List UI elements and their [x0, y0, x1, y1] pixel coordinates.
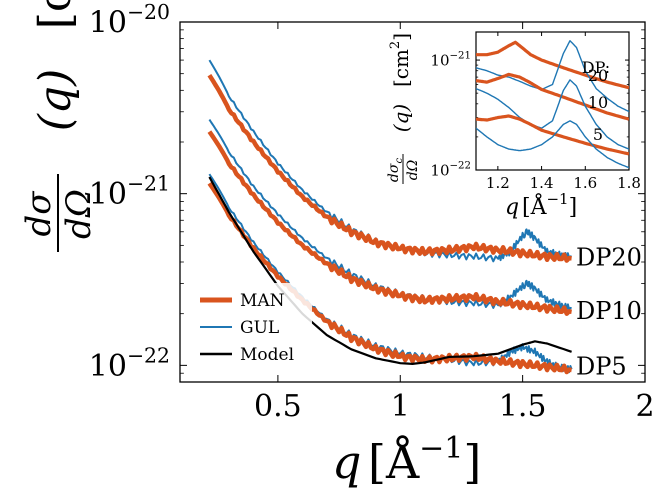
- series-label-dp10: DP10: [576, 297, 642, 325]
- plot-frame: [179, 21, 646, 383]
- main-x-tick-label-1-5: 1.5: [499, 389, 547, 424]
- inset-x-label-q: q: [505, 195, 519, 220]
- main-x-tick-label-2: 2: [635, 389, 654, 424]
- main-series-man-dp10: [207, 130, 572, 316]
- inset-series-group: [476, 40, 629, 169]
- main-y-tick-label-1: 10−21: [89, 172, 170, 213]
- inset-x-tick-label-1-6: 1.6: [573, 174, 597, 192]
- inset-y-label-dsigma: dσc: [386, 158, 405, 183]
- inset-y-label-domega: dΩ: [405, 159, 421, 180]
- inset-x-tick-label-1-8: 1.8: [617, 174, 641, 192]
- inset: 1.2 1.4 1.6 1.8 10−22 10−21 20 10 5 dσc dΩ (q) […: [386, 31, 641, 220]
- main-x-tick-label-1: 1: [391, 389, 410, 424]
- x-axis-label-q: q: [332, 435, 361, 489]
- inset-series-gul-10: [476, 79, 629, 150]
- series-label-dp5: DP5: [576, 352, 627, 380]
- main-y-tick-label-2: 10−20: [89, 0, 170, 41]
- x-axis-label: q [Å−1]: [332, 431, 481, 489]
- legend-model-label: Model: [240, 345, 294, 365]
- legend-man-label: MAN: [240, 291, 285, 311]
- main-series-man-dp20: [207, 73, 572, 263]
- inset-x-label: q [Å−1]: [505, 190, 577, 220]
- y-axis-label: dσ dΩ (q) [cm2]: [19, 0, 99, 252]
- inset-y-tick-label-1: 10−21: [430, 51, 471, 70]
- series-label-dp20: DP20: [576, 244, 642, 272]
- legend: MAN GUL Model: [196, 283, 312, 369]
- y-axis-label-rest: (q): [30, 69, 81, 132]
- main-y-tick-label-0: 10−22: [89, 343, 170, 384]
- inset-y-label: dσc dΩ (q) [cm2]: [386, 33, 421, 184]
- y-axis-label-units: [cm2]: [28, 0, 81, 29]
- inset-x-tick-label-1-4: 1.4: [530, 174, 554, 192]
- inset-plot: 1.2 1.4 1.6 1.8 10−22 10−21 20 10 5: [430, 32, 641, 192]
- inset-y-label-rest: (q): [389, 104, 413, 132]
- main-series-group: [207, 59, 573, 375]
- inset-dp-header: DP:: [582, 58, 610, 77]
- inset-y-label-units: [cm2]: [388, 33, 413, 87]
- inset-dp-label-20: 20: [588, 66, 608, 85]
- x-axis-label-units: [Å−1]: [368, 431, 481, 489]
- inset-dp-label-5: 5: [593, 125, 603, 144]
- inset-series-man-10: [476, 72, 629, 121]
- y-axis-label-domega: dΩ: [59, 189, 99, 239]
- legend-gul-label: GUL: [240, 318, 279, 338]
- main-series-man-dp5: [207, 182, 572, 375]
- y-axis-label-dsigma: dσ: [19, 191, 59, 237]
- inset-dp-label-10: 10: [588, 93, 608, 112]
- inset-y-tick-label-0: 10−22: [430, 161, 471, 180]
- inset-series-gul-5: [476, 120, 629, 169]
- inset-x-tick-label-1-2: 1.2: [486, 174, 510, 192]
- inset-x-label-units: [Å−1]: [522, 190, 577, 220]
- main-series-model-dp5: [208, 176, 572, 365]
- main-x-tick-label-0-5: 0.5: [254, 389, 302, 424]
